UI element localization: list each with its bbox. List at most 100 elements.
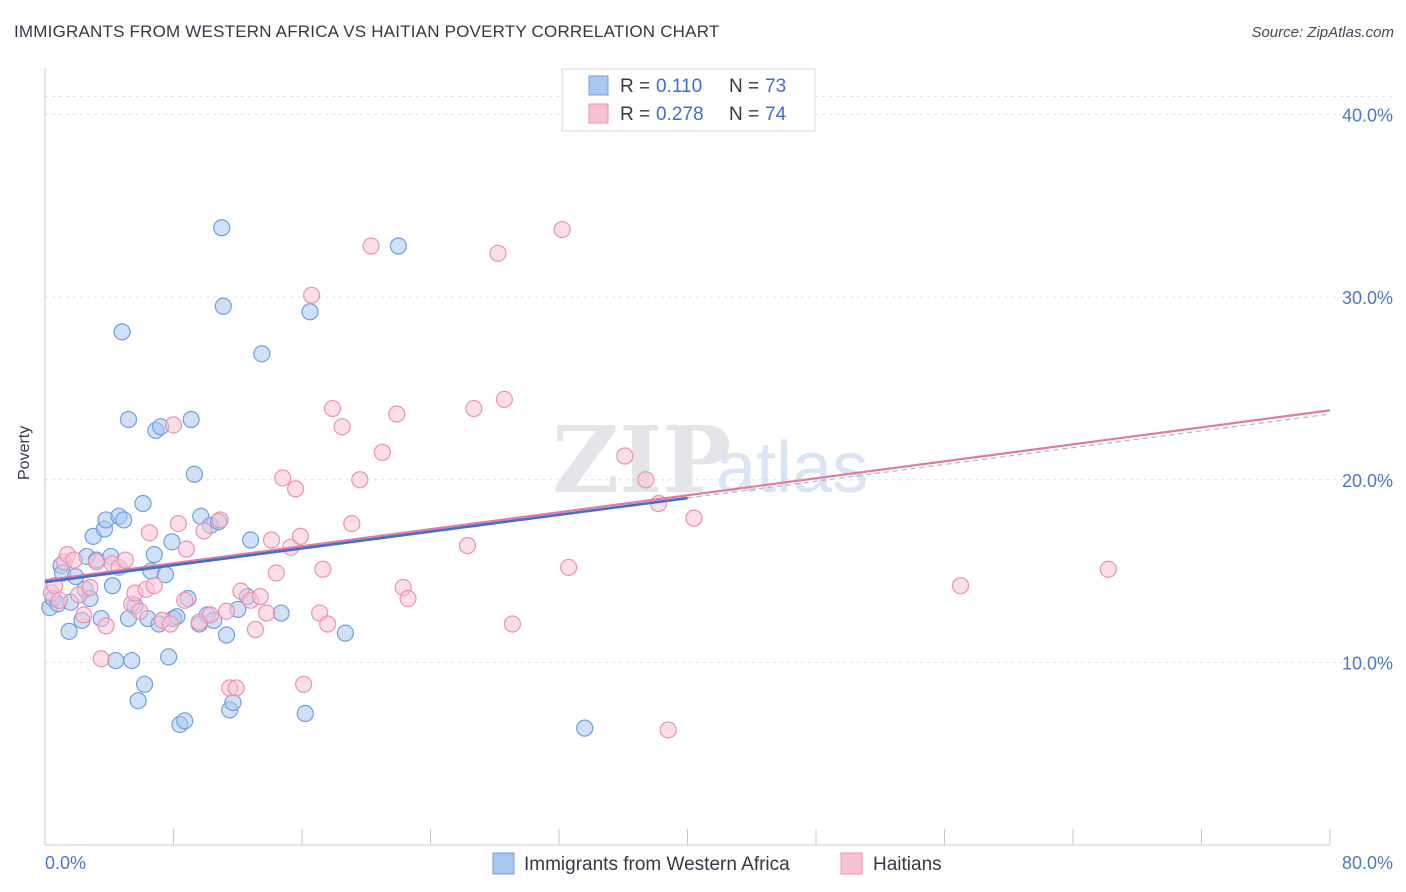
point-series-2 bbox=[116, 551, 134, 569]
series-legend-swatch-1 bbox=[492, 852, 515, 875]
point-series-2 bbox=[399, 589, 417, 608]
point-series-1 bbox=[60, 622, 78, 640]
point-series-2 bbox=[323, 399, 342, 418]
point-series-2 bbox=[351, 471, 369, 489]
data-points bbox=[41, 219, 1117, 739]
series-legend-label-1: Immigrants from Western Africa bbox=[524, 854, 790, 875]
point-series-2 bbox=[74, 606, 93, 624]
point-series-1 bbox=[185, 465, 203, 483]
source-label: Source: ZipAtlas.com bbox=[1251, 24, 1394, 41]
legend-n-value-1: 73 bbox=[765, 76, 786, 97]
point-series-2 bbox=[176, 591, 194, 609]
legend-r-value-2: 0.278 bbox=[656, 104, 704, 125]
point-series-2 bbox=[659, 721, 677, 739]
point-series-1 bbox=[224, 693, 242, 712]
axes bbox=[44, 68, 1331, 846]
point-series-2 bbox=[637, 471, 655, 489]
point-series-1 bbox=[336, 624, 354, 642]
point-series-1 bbox=[115, 511, 133, 529]
point-series-1 bbox=[217, 626, 236, 644]
x-tick-label-end: 80.0% bbox=[1342, 853, 1393, 873]
point-series-2 bbox=[319, 615, 337, 633]
point-series-2 bbox=[495, 390, 513, 409]
point-series-2 bbox=[258, 604, 276, 622]
point-series-2 bbox=[65, 551, 83, 569]
point-series-2 bbox=[503, 615, 522, 633]
point-series-2 bbox=[81, 578, 99, 597]
point-series-1 bbox=[182, 410, 200, 429]
y-tick-label-40: 40.0% bbox=[1342, 106, 1393, 126]
point-series-2 bbox=[97, 617, 115, 635]
point-series-2 bbox=[145, 577, 163, 595]
legend-swatch-series-2 bbox=[588, 103, 609, 124]
point-series-1 bbox=[123, 651, 141, 670]
point-series-2 bbox=[1099, 560, 1117, 578]
point-series-2 bbox=[388, 405, 406, 423]
y-tick-label-20: 20.0% bbox=[1342, 471, 1393, 491]
point-series-2 bbox=[373, 443, 391, 461]
point-series-2 bbox=[343, 514, 361, 533]
watermark-atlas: atlas bbox=[716, 428, 868, 508]
point-series-1 bbox=[242, 531, 260, 549]
legend-r-value-1: 0.110 bbox=[656, 76, 702, 97]
series-legend: Immigrants from Western Africa Haitians bbox=[492, 852, 942, 875]
legend-n-value-2: 74 bbox=[765, 104, 787, 125]
tick-labels: 10.0% 20.0% 30.0% 40.0% 0.0% 80.0% bbox=[45, 106, 1393, 873]
point-series-1 bbox=[163, 533, 181, 551]
legend-n-label-2: N = bbox=[729, 104, 759, 125]
trend-line-series-2 bbox=[44, 409, 1331, 582]
point-series-1 bbox=[301, 303, 319, 321]
watermark: ZIP atlas bbox=[552, 406, 868, 514]
x-tick-label-start: 0.0% bbox=[45, 853, 86, 873]
point-series-2 bbox=[291, 527, 309, 545]
point-series-1 bbox=[253, 345, 271, 363]
point-series-2 bbox=[616, 447, 634, 465]
point-series-2 bbox=[489, 244, 507, 262]
point-series-1 bbox=[103, 577, 122, 595]
point-series-1 bbox=[214, 297, 232, 315]
point-series-1 bbox=[129, 692, 147, 710]
point-series-2 bbox=[92, 650, 110, 668]
point-series-2 bbox=[227, 679, 245, 697]
point-series-1 bbox=[576, 719, 594, 737]
point-series-2 bbox=[333, 418, 351, 436]
legend-swatch-series-1 bbox=[588, 75, 609, 96]
point-series-2 bbox=[164, 416, 183, 434]
point-series-2 bbox=[286, 480, 305, 498]
point-series-2 bbox=[314, 560, 332, 578]
point-series-1 bbox=[134, 494, 152, 513]
legend-n-label-1: N = bbox=[729, 76, 759, 97]
point-series-1 bbox=[176, 712, 194, 730]
point-series-2 bbox=[217, 602, 236, 620]
point-series-1 bbox=[119, 410, 138, 429]
point-series-2 bbox=[87, 553, 106, 571]
legend: R = 0.110 N = 73 R = 0.278 N = 74 bbox=[561, 68, 816, 132]
point-series-2 bbox=[458, 536, 477, 555]
point-series-2 bbox=[131, 602, 149, 620]
point-series-2 bbox=[211, 511, 229, 529]
series-legend-swatch-2 bbox=[840, 852, 863, 875]
point-series-2 bbox=[177, 540, 195, 558]
point-series-2 bbox=[161, 615, 179, 633]
point-series-2 bbox=[560, 558, 578, 577]
point-series-2 bbox=[362, 237, 380, 255]
y-tick-label-10: 10.0% bbox=[1342, 653, 1393, 673]
y-tick-label-30: 30.0% bbox=[1342, 288, 1393, 308]
legend-r-label-1: R = bbox=[620, 76, 650, 97]
point-series-1 bbox=[145, 546, 163, 564]
point-series-2 bbox=[951, 577, 970, 595]
point-series-1 bbox=[135, 675, 154, 693]
point-series-2 bbox=[262, 531, 281, 549]
point-series-1 bbox=[296, 704, 314, 723]
gridlines bbox=[45, 96, 1392, 663]
point-series-2 bbox=[140, 524, 159, 542]
point-series-2 bbox=[295, 675, 313, 693]
point-series-1 bbox=[113, 323, 131, 341]
point-series-2 bbox=[195, 522, 213, 540]
watermark-zip: ZIP bbox=[552, 406, 731, 514]
point-series-2 bbox=[465, 399, 483, 418]
series-legend-label-2: Haitians bbox=[873, 854, 942, 875]
point-series-1 bbox=[213, 219, 231, 237]
point-series-2 bbox=[553, 220, 571, 239]
